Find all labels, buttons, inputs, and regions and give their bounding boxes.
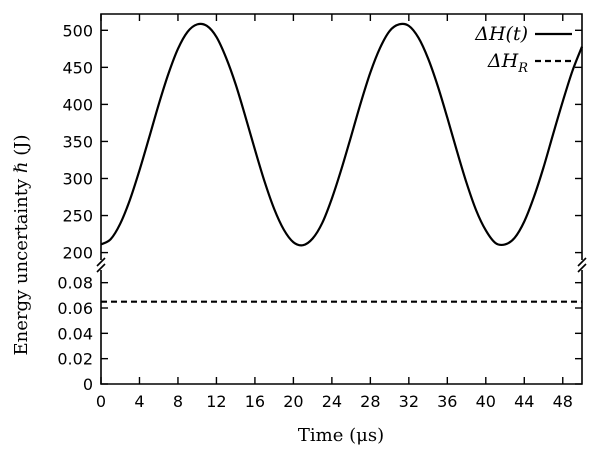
x-tick-label: 24: [322, 392, 342, 411]
lower-y-axis-ticks: 0 0.02 0.04 0.06 0.08: [57, 274, 582, 394]
y-tick-label: 0.04: [57, 324, 93, 343]
plot-frame: [100, 13, 583, 385]
x-tick-label: 12: [206, 392, 226, 411]
right-break-mark-bottom: [577, 263, 587, 273]
y-tick-label: 500: [62, 21, 93, 40]
series-group: [100, 22, 584, 303]
x-tick-label: 44: [514, 392, 534, 411]
series-line-delta-h-t: [100, 22, 584, 247]
x-tick-label: 0: [96, 392, 106, 411]
y-tick-label: 300: [62, 169, 93, 188]
x-tick-label: 8: [173, 392, 183, 411]
y-tick-label: 250: [62, 207, 93, 226]
left-break-mark-bottom: [96, 263, 106, 273]
right-break-mark-top: [577, 257, 587, 267]
y-tick-label: 0.08: [57, 274, 93, 293]
x-tick-label: 32: [399, 392, 419, 411]
x-axis-ticks: 0 4 8 12 16 20 24 28 32 36 40 44 48: [96, 14, 573, 411]
x-axis-label: Time (μs): [298, 425, 384, 446]
lower-panel-frame: [100, 270, 583, 385]
y-tick-label: 0: [83, 375, 93, 394]
legend: ΔH(t) ΔHR: [474, 23, 572, 76]
y-tick-label: 0.02: [57, 350, 93, 369]
y-tick-label: 200: [62, 244, 93, 263]
y-tick-label: 0.06: [57, 299, 93, 318]
legend-entry-label: ΔHR: [487, 50, 528, 76]
y-tick-label: 450: [62, 58, 93, 77]
upper-y-axis-ticks: 200 250 300 350 400 450 500: [62, 21, 582, 263]
y-tick-label: 400: [62, 95, 93, 114]
axis-break-marks: [96, 257, 587, 273]
left-break-mark-top: [96, 257, 106, 267]
upper-panel-frame: [100, 13, 583, 260]
y-tick-label: 350: [62, 132, 93, 151]
x-tick-label: 20: [283, 392, 303, 411]
x-tick-label: 16: [245, 392, 265, 411]
x-tick-label: 4: [134, 392, 144, 411]
x-tick-label: 48: [553, 392, 573, 411]
x-tick-label: 40: [476, 392, 496, 411]
x-tick-label: 28: [360, 392, 380, 411]
x-tick-label: 36: [437, 392, 457, 411]
y-axis-label: Energy uncertainty ℏ (J): [11, 135, 32, 356]
legend-entry-label: ΔH(t): [474, 23, 528, 45]
